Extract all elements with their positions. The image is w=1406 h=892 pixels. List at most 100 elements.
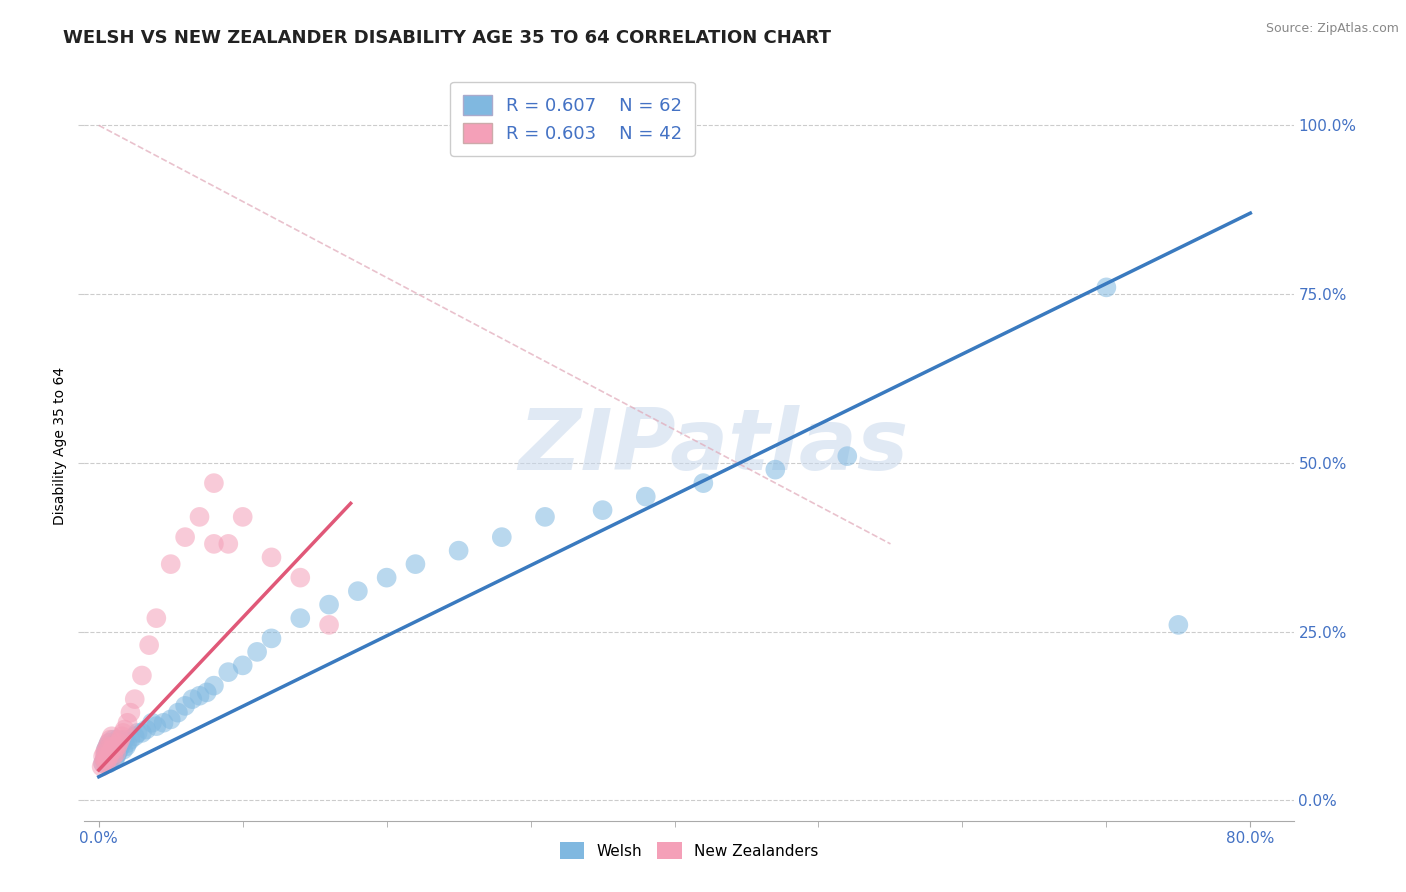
Point xyxy=(91,756,114,771)
Point xyxy=(634,490,657,504)
Point xyxy=(114,723,136,737)
Point xyxy=(491,530,513,544)
Point xyxy=(217,537,239,551)
Point xyxy=(534,509,557,524)
Point xyxy=(112,743,135,757)
Point xyxy=(181,692,204,706)
Point xyxy=(101,739,124,754)
Point xyxy=(111,736,134,750)
Point xyxy=(114,732,136,747)
Point xyxy=(97,736,120,750)
Point xyxy=(112,726,135,740)
Point xyxy=(94,743,117,757)
Point xyxy=(117,736,139,750)
Point xyxy=(100,739,122,754)
Point xyxy=(347,584,370,599)
Point xyxy=(152,715,174,730)
Point xyxy=(101,749,124,764)
Point xyxy=(260,632,283,646)
Point xyxy=(108,736,131,750)
Point xyxy=(101,746,124,760)
Point xyxy=(98,743,121,757)
Point xyxy=(104,743,127,757)
Point xyxy=(447,543,470,558)
Point xyxy=(692,476,714,491)
Point xyxy=(93,753,115,767)
Text: WELSH VS NEW ZEALANDER DISABILITY AGE 35 TO 64 CORRELATION CHART: WELSH VS NEW ZEALANDER DISABILITY AGE 35… xyxy=(63,29,831,46)
Point xyxy=(202,679,225,693)
Point xyxy=(98,753,121,767)
Point xyxy=(97,736,120,750)
Point xyxy=(188,509,211,524)
Point xyxy=(110,739,132,754)
Legend: Welsh, New Zealanders: Welsh, New Zealanders xyxy=(554,836,824,865)
Point xyxy=(94,749,117,764)
Point xyxy=(105,749,128,764)
Point xyxy=(104,739,127,754)
Point xyxy=(318,618,340,632)
Point xyxy=(93,746,115,760)
Point xyxy=(246,645,269,659)
Point xyxy=(375,571,398,585)
Point xyxy=(90,759,112,773)
Point xyxy=(96,739,118,754)
Point xyxy=(145,719,167,733)
Point xyxy=(217,665,239,680)
Point xyxy=(232,509,254,524)
Point xyxy=(108,743,131,757)
Point xyxy=(101,732,124,747)
Point xyxy=(98,746,121,760)
Point xyxy=(115,739,138,754)
Point xyxy=(105,736,128,750)
Point xyxy=(159,557,181,571)
Point xyxy=(100,729,122,743)
Point xyxy=(124,729,146,743)
Point xyxy=(124,692,146,706)
Point xyxy=(135,723,157,737)
Point xyxy=(127,726,149,740)
Point xyxy=(111,729,134,743)
Point xyxy=(592,503,614,517)
Point xyxy=(318,598,340,612)
Point xyxy=(93,753,115,767)
Point xyxy=(94,743,117,757)
Point xyxy=(94,749,117,764)
Point xyxy=(202,476,225,491)
Point xyxy=(96,753,118,767)
Point xyxy=(97,749,120,764)
Point xyxy=(141,715,163,730)
Point xyxy=(202,537,225,551)
Point xyxy=(188,689,211,703)
Point xyxy=(94,746,117,760)
Point xyxy=(98,732,121,747)
Point xyxy=(260,550,283,565)
Point xyxy=(404,557,426,571)
Point xyxy=(131,668,153,682)
Point xyxy=(107,746,129,760)
Y-axis label: Disability Age 35 to 64: Disability Age 35 to 64 xyxy=(53,367,67,525)
Point xyxy=(107,739,129,754)
Point xyxy=(120,732,142,747)
Point xyxy=(290,611,312,625)
Point xyxy=(105,746,128,760)
Point xyxy=(96,739,118,754)
Point xyxy=(131,726,153,740)
Point xyxy=(837,449,859,463)
Text: ZIPatlas: ZIPatlas xyxy=(517,404,908,488)
Point xyxy=(110,732,132,747)
Point xyxy=(117,715,139,730)
Point xyxy=(138,638,160,652)
Point xyxy=(232,658,254,673)
Point xyxy=(100,743,122,757)
Point xyxy=(91,756,114,771)
Point xyxy=(100,749,122,764)
Point xyxy=(290,571,312,585)
Point xyxy=(1095,280,1118,294)
Point xyxy=(107,732,129,747)
Point xyxy=(763,462,786,476)
Text: Source: ZipAtlas.com: Source: ZipAtlas.com xyxy=(1265,22,1399,36)
Point xyxy=(167,706,190,720)
Point xyxy=(96,753,118,767)
Point xyxy=(159,712,181,726)
Point xyxy=(174,530,197,544)
